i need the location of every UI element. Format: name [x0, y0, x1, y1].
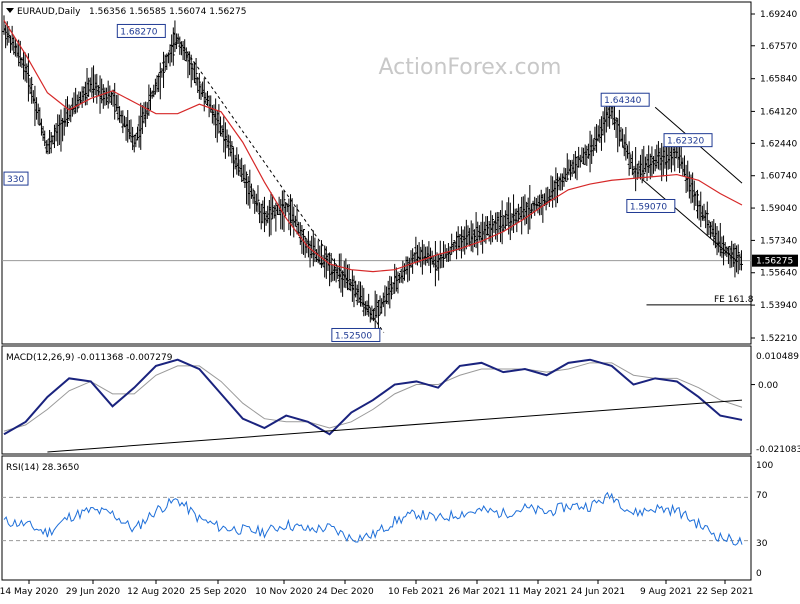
- date-tick-label: 24 Dec 2020: [316, 587, 374, 597]
- fe-label: FE 161.8: [714, 295, 754, 305]
- date-tick-label: 26 Mar 2021: [448, 587, 505, 597]
- date-tick-label: 29 Jun 2020: [66, 587, 120, 597]
- price-tick-label: 1.62440: [760, 139, 797, 149]
- annotation-box: [600, 92, 650, 107]
- price-bars: [2, 15, 743, 338]
- annotation-box: [3, 171, 29, 186]
- current-price-label: 1.56275: [756, 257, 793, 267]
- date-tick-label: 24 Jun 2021: [571, 587, 625, 597]
- rsi-panel-frame: [1, 455, 752, 581]
- macd-plot: [3, 358, 755, 453]
- date-tick-label: 22 Sep 2021: [696, 587, 753, 597]
- macd-title: MACD(12,26,9) -0.011368 -0.007279: [6, 353, 173, 363]
- rsi-tick-0: 0: [756, 569, 762, 579]
- price-panel-frame: [1, 1, 752, 345]
- rsi-tick-100: 100: [756, 461, 773, 471]
- annotation-label: 1.62320: [667, 137, 704, 147]
- price-panel: EURAUD,Daily 1.56356 1.56585 1.56074 1.5…: [1, 1, 798, 345]
- watermark: ActionForex.com: [379, 55, 562, 80]
- price-tick-label: 1.53940: [760, 301, 797, 311]
- annotation-label: 1.52500: [335, 331, 372, 341]
- date-tick-label: 11 May 2021: [509, 587, 568, 597]
- current-price-box: [752, 254, 798, 267]
- moving-average-line: [3, 20, 743, 273]
- macd-panel-frame: [1, 345, 752, 455]
- rsi-panel: RSI(14) 28.3650 100 70 30 0: [1, 455, 773, 581]
- price-annotation: 1.62320: [663, 133, 713, 148]
- macd-panel: MACD(12,26,9) -0.011368 -0.007279 0.0104…: [1, 345, 800, 455]
- annotation-box: [116, 23, 166, 38]
- price-tick-label: 1.69240: [760, 10, 797, 20]
- rsi-tick-70: 70: [756, 491, 768, 501]
- price-annotation: 330: [3, 171, 29, 186]
- rsi-line: [3, 491, 743, 546]
- price-tick-label: 1.67570: [760, 42, 797, 52]
- price-tick-label: 1.64120: [760, 107, 797, 117]
- price-annotation: 1.59070: [626, 198, 676, 213]
- symbol-title: EURAUD,Daily: [17, 7, 81, 17]
- date-tick-label: 9 Aug 2021: [640, 587, 692, 597]
- annotation-box: [626, 198, 676, 213]
- annotation-box: [663, 133, 713, 148]
- price-tick-label: 1.60740: [760, 172, 797, 182]
- price-annotations: 1.68270 1.52500 1.64340 1.62320 1.59070 330: [3, 23, 713, 342]
- price-annotation: 1.52500: [331, 327, 381, 342]
- annotation-label: 1.68270: [120, 27, 157, 37]
- date-tick-label: 10 Feb 2021: [388, 587, 444, 597]
- price-axis: 1.69240 1.67570 1.65840 1.64120 1.62440 1.607…: [751, 10, 797, 344]
- price-tick-label: 1.55640: [760, 269, 797, 279]
- date-tick-label: 12 Aug 2020: [127, 587, 185, 597]
- price-tick-label: 1.57340: [760, 236, 797, 246]
- annotation-label: 1.59070: [630, 202, 667, 212]
- price-tick-label: 1.65840: [760, 75, 797, 85]
- annotation-label: 330: [7, 175, 24, 185]
- channel-lower-line: [641, 178, 738, 263]
- macd-line: [3, 358, 743, 436]
- macd-tick-zero: 0.00: [758, 381, 778, 391]
- date-axis: 14 May 2020 29 Jun 2020 12 Aug 2020 25 Sep …: [0, 580, 754, 597]
- date-tick-label: 25 Sep 2020: [189, 587, 246, 597]
- macd-trendline: [47, 399, 743, 453]
- current-price-tag: 1.56275: [752, 254, 798, 267]
- annotation-box: [331, 327, 381, 342]
- price-tick-label: 1.52210: [760, 334, 797, 344]
- triangle-down-icon: [6, 8, 14, 13]
- rsi-tick-30: 30: [756, 539, 768, 549]
- annotation-label: 1.64340: [604, 96, 641, 106]
- date-tick-label: 14 May 2020: [0, 587, 59, 597]
- price-plot: FE 161.8: [2, 15, 754, 338]
- rsi-plot: [2, 491, 751, 546]
- macd-tick-top: 0.010489: [756, 352, 799, 362]
- price-annotation: 1.68270: [116, 23, 166, 38]
- price-tick-label: 1.59040: [760, 204, 797, 214]
- rsi-title: RSI(14) 28.3650: [6, 463, 79, 473]
- decline-trendline: [172, 32, 385, 333]
- ohlc-values: 1.56356 1.56585 1.56074 1.56275: [89, 7, 246, 17]
- price-annotation: 1.64340: [600, 92, 650, 107]
- macd-tick-bottom: -0.021083: [756, 445, 800, 455]
- date-tick-label: 10 Nov 2020: [255, 587, 313, 597]
